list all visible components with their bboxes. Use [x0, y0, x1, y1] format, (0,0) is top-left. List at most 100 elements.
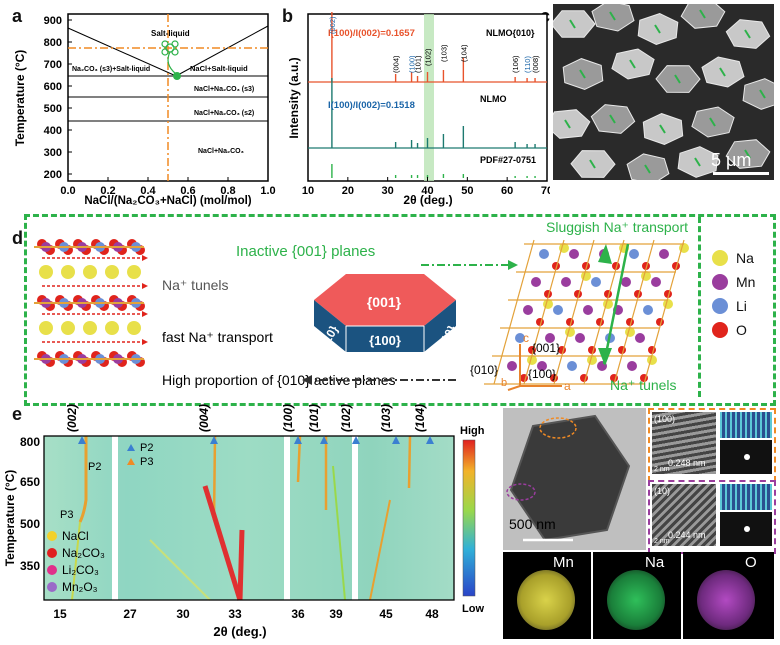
peak-trace — [212, 435, 217, 521]
axis-c: c — [523, 331, 529, 345]
a-ylabel: Temperature (°C) — [13, 50, 27, 147]
label-p3-inline: P3 — [60, 509, 73, 521]
legend-p3: P3 — [140, 456, 153, 468]
na-atom — [105, 321, 119, 335]
eutectic-point — [173, 72, 181, 80]
eds-na: Na — [593, 552, 681, 639]
a-ytick: 600 — [44, 81, 62, 93]
a-xtick: 0.2 — [100, 185, 115, 197]
na-atom — [83, 321, 97, 335]
plane-marker — [759, 89, 766, 99]
legend-label: Na — [736, 250, 754, 266]
xrd-chart: Intensity (a.u.) 2θ (deg.) 10 20 30 40 50 60 7… — [287, 12, 550, 207]
a-xtick: 0.0 — [60, 185, 75, 197]
a-ytick: 900 — [44, 15, 62, 27]
cbar-high: High — [460, 425, 485, 437]
inactive-label: Inactive {001} planes — [236, 243, 375, 260]
hkl-label: (008) — [531, 55, 540, 73]
fast-transport-label: fast Na⁺ transport — [162, 329, 273, 345]
region-s: NaCl+Na₂CO₃ — [198, 148, 244, 155]
hkl-label: (100) — [408, 55, 417, 73]
face-001: {001} — [367, 294, 402, 310]
a-ytick: 200 — [44, 169, 62, 181]
hkl-label: (002) — [328, 16, 337, 34]
label-p2-inline: P2 — [88, 461, 101, 473]
label-nlmo010: NLMO{010} — [486, 28, 535, 38]
hkl-label: (004) — [392, 55, 401, 73]
legend-na: Na — [712, 250, 755, 266]
sem-scale-bar — [713, 172, 769, 175]
b-xtick: 40 — [421, 185, 433, 197]
na-atom — [105, 265, 119, 279]
e-xtick: 15 — [53, 607, 67, 621]
b-xtick: 50 — [461, 185, 473, 197]
b-xtick: 20 — [342, 185, 354, 197]
region-na2co3-liquid: Na₂CO₃ (s3)+Salt-liquid — [72, 66, 150, 73]
atom-o-icon — [712, 322, 728, 338]
e-xtick: 36 — [291, 607, 305, 621]
na-atom — [39, 265, 53, 279]
a-ytick: 400 — [44, 125, 62, 137]
ratio-2: I(100)/I(002)=0.1518 — [328, 100, 415, 111]
high-proportion-label: High proportion of {010} active planes — [162, 372, 396, 388]
legend-p2: P2 — [140, 442, 153, 454]
b-ylabel: Intensity (a.u.) — [287, 57, 301, 138]
a-xtick: 0.4 — [140, 185, 156, 197]
scale-2nm-2: 2 nm — [654, 538, 670, 545]
e-top-label: (004) — [197, 404, 211, 432]
tem-image: 500 nm — [503, 408, 646, 550]
e-xtick: 27 — [123, 607, 137, 621]
peak-trace — [202, 485, 243, 601]
plane-marker — [709, 117, 716, 127]
hkl-110: (10) — [654, 486, 671, 496]
panel-label-e: e — [12, 404, 23, 424]
peak-trace — [78, 436, 88, 523]
ratio-1: I(100)/I(002)=0.1657 — [328, 28, 415, 39]
peak-trace — [407, 435, 412, 489]
plane-marker — [589, 159, 596, 169]
d-spacing-2: 0.244 nm — [668, 530, 706, 540]
scale-2nm-1: 2 nm — [654, 466, 670, 473]
legend-marker — [47, 531, 57, 541]
crystal-icon — [161, 40, 179, 75]
legend-label: O — [736, 322, 747, 338]
e-xlabel: 2θ (deg.) — [213, 624, 266, 639]
hexagonal-crystal — [314, 274, 456, 352]
e-xtick: 33 — [228, 607, 242, 621]
b-xtick: 70 — [541, 185, 550, 197]
e-xtick: 48 — [425, 607, 439, 621]
legend-li: Li — [712, 298, 755, 314]
legend-o: O — [712, 322, 755, 338]
dir-100: {100} — [528, 367, 556, 381]
hrtem-panels: (100) 0.248 nm 2 nm (10) 0.244 nm 2 nm — [648, 408, 776, 554]
e-top-label: (104) — [413, 404, 427, 432]
legend-mn: Mn — [712, 274, 755, 290]
tem-scale: 500 nm — [509, 516, 556, 532]
eds-na-label: Na — [645, 554, 665, 571]
a-xtick: 1.0 — [260, 185, 275, 197]
e-top-label: (100) — [281, 404, 295, 432]
na-atom — [39, 321, 53, 335]
hkl-100: (100) — [654, 414, 676, 424]
peak-trace — [237, 529, 245, 601]
peak-trace — [332, 465, 346, 601]
plane-marker — [629, 59, 636, 69]
eds-o: O — [683, 552, 774, 639]
a-ytick: 300 — [44, 147, 62, 159]
colorbar — [462, 439, 476, 597]
eds-o-label: O — [745, 554, 757, 571]
tunnels2-label: Na⁺ tunels — [610, 377, 677, 393]
d-spacing-1: 0.248 nm — [668, 458, 706, 468]
panel-label-d: d — [12, 228, 23, 248]
panel-label-b: b — [282, 6, 293, 26]
structure-illustration: {001} {110} {100} {010} Na⁺ tunels fast … — [34, 219, 689, 393]
a-ytick: 800 — [44, 37, 62, 49]
platelet — [626, 153, 670, 180]
legend-marker — [47, 582, 57, 592]
plane-marker — [579, 69, 586, 79]
e-xtick: 30 — [176, 607, 190, 621]
element-legend: Na Mn Li O — [712, 250, 755, 346]
plane-marker — [609, 114, 616, 124]
b-xlabel: 2θ (deg.) — [403, 193, 452, 207]
region-s2: NaCl+Na₂CO₃ (s2) — [194, 110, 254, 117]
